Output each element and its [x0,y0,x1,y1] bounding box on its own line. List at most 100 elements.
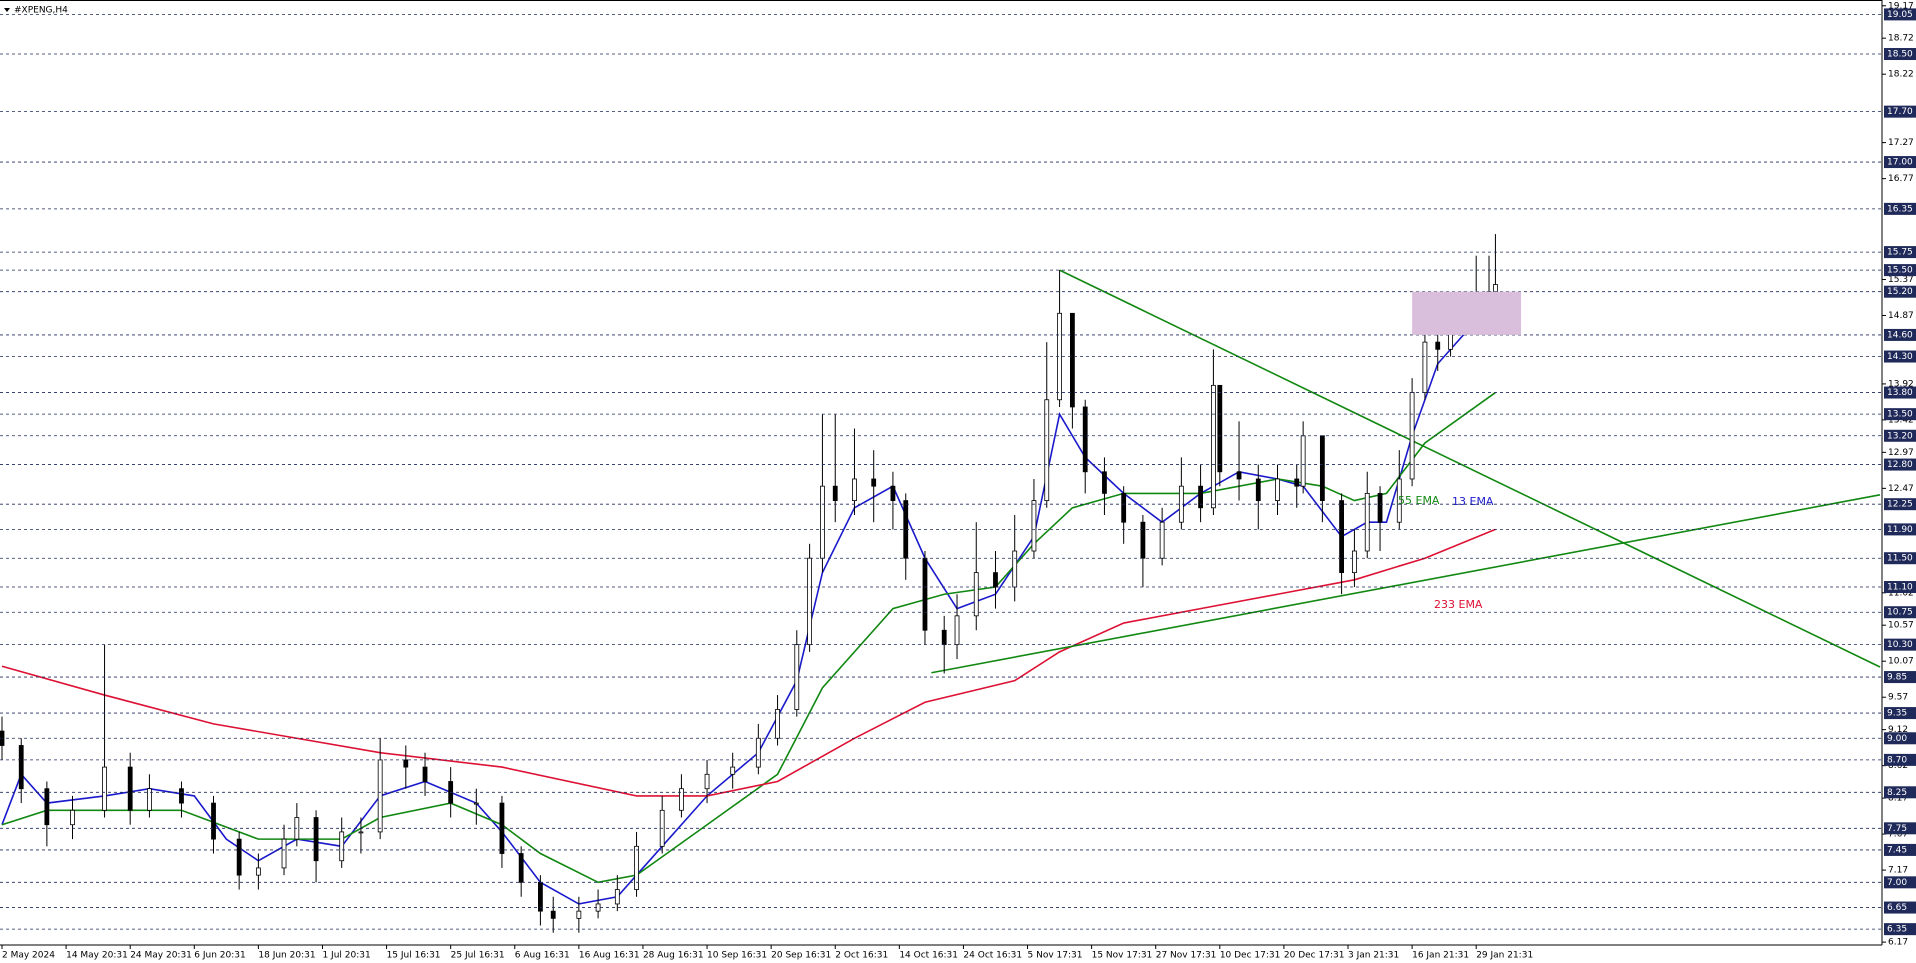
level-label: 11.90 [1887,525,1913,535]
x-tick-label: 1 Jul 20:31 [322,951,370,961]
level-label: 8.70 [1887,755,1907,765]
candle-body [941,629,947,646]
candle-body [1377,492,1383,523]
candle-body [973,572,979,617]
level-label-bg [1884,671,1916,684]
level-label-bg [1884,843,1916,856]
ema-label: 233 EMA [1434,598,1483,611]
candle-body [281,838,287,869]
candle-body [820,485,825,559]
candle-body [377,759,383,833]
y-tick-label: 8.62 [1888,761,1908,771]
ema-line [1,391,1496,884]
x-tick-label: 6 Aug 16:31 [515,951,570,961]
candle-body [422,766,428,782]
x-tick-label: 24 May 20:31 [130,951,192,961]
level-label: 13.80 [1887,388,1913,398]
y-tick-label: 17.27 [1888,138,1914,148]
y-tick-label: 16.77 [1888,174,1914,184]
candle-body [70,809,75,826]
candle-body [1339,500,1344,574]
y-tick-label: 8.17 [1888,794,1908,804]
level-label: 14.30 [1887,352,1913,362]
y-tick-label: 13.92 [1888,379,1914,389]
candle-body [1319,435,1325,501]
level-label: 7.75 [1887,824,1907,834]
level-label: 10.75 [1887,608,1913,618]
y-tick-label: 6.17 [1888,938,1908,948]
candle-body [358,831,364,834]
chart-title: #XPENG,H4 [14,6,68,16]
x-tick-label: 15 Nov 17:31 [1092,951,1153,961]
level-label: 9.85 [1887,673,1907,683]
candle-body [679,788,684,811]
level-label: 11.50 [1887,554,1913,564]
level-label-bg [1884,202,1916,215]
menu-arrow[interactable] [4,8,10,12]
x-tick-label: 25 Jul 16:31 [451,951,505,961]
y-tick-label: 13.42 [1888,415,1914,425]
level-label: 14.60 [1887,330,1913,340]
level-label: 12.80 [1887,460,1913,470]
candle-body [1352,550,1357,574]
level-label: 15.50 [1887,266,1913,276]
x-tick-label: 28 Aug 16:31 [643,951,704,961]
candle-body [755,737,761,768]
level-label: 18.50 [1887,50,1913,60]
candle-body [1294,478,1300,487]
level-label-bg [1884,429,1916,442]
level-label-bg [1884,350,1916,363]
level-label: 7.00 [1887,878,1907,888]
level-label-bg [1884,156,1916,169]
candle-body [1211,384,1216,509]
candle-body [1300,435,1306,487]
level-label: 17.70 [1887,107,1913,117]
candle-body [1082,406,1088,473]
x-tick-label: 16 Jan 21:31 [1412,951,1469,961]
level-label: 12.25 [1887,500,1913,510]
level-label: 10.30 [1887,640,1913,650]
y-tick-label: 12.97 [1888,448,1914,458]
level-label-bg [1884,328,1916,341]
level-label-bg [1884,8,1916,21]
candle-body [730,766,736,775]
x-tick-label: 3 Jan 21:31 [1348,951,1399,961]
level-label: 19.05 [1887,10,1913,20]
x-tick-label: 10 Sep 16:31 [707,951,767,961]
y-tick-label: 18.22 [1888,70,1914,80]
y-tick-label: 7.67 [1888,830,1908,840]
level-label-bg [1884,264,1916,277]
level-label: 15.20 [1887,287,1913,297]
candle-body [1140,521,1146,559]
candle-body [775,709,780,739]
x-tick-label: 5 Nov 17:31 [1028,951,1083,961]
candle-body [147,788,152,811]
x-tick-label: 18 Jun 20:31 [258,951,315,961]
x-tick-label: 15 Jul 16:31 [387,951,441,961]
candle-body [518,853,524,883]
y-tick-label: 9.12 [1888,725,1908,735]
level-label-bg [1884,923,1916,936]
candle-body [18,745,24,790]
level-label-bg [1884,786,1916,799]
candle-body [236,838,242,876]
level-label: 9.00 [1887,734,1907,744]
level-label-bg [1884,498,1916,511]
y-tick-label: 18.72 [1888,34,1914,44]
level-label-bg [1884,753,1916,766]
candle-body [473,802,479,805]
x-tick-label: 24 Oct 16:31 [963,951,1022,961]
candle-body [1364,492,1370,552]
level-label-bg [1884,48,1916,61]
level-label: 6.65 [1887,903,1907,913]
y-tick-label: 14.87 [1888,311,1914,321]
candle-body [1236,471,1242,480]
candle-body [1255,478,1261,501]
candle-body [1159,521,1165,559]
y-tick-label: 15.37 [1888,275,1914,285]
candle-body [871,478,877,487]
candle-body [1422,341,1428,393]
candle-body [1121,492,1127,523]
level-label: 9.35 [1887,709,1907,719]
